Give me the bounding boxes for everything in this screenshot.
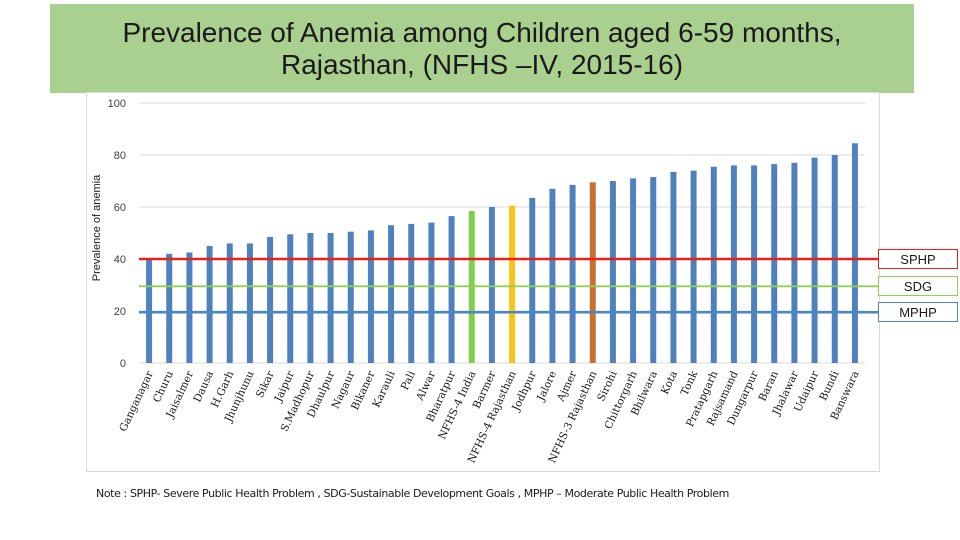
footnote: Note : SPHP- Severe Public Health Proble… [96,487,729,500]
bar [569,184,576,363]
chart-title-line1: Prevalence of Anemia among Children aged… [122,17,842,48]
bar [710,166,717,363]
y-tick-label: 80 [114,150,126,162]
x-tick-label: Pali [399,369,418,392]
chart-title: Prevalence of Anemia among Children aged… [50,17,914,81]
bar [589,182,596,363]
bar [529,197,536,363]
reference-label-box: MPHP [878,302,958,323]
bar [146,259,153,363]
bar [307,233,314,363]
bar [388,225,395,363]
bar [650,177,657,363]
bar [347,231,354,363]
y-tick-label: 40 [114,254,126,266]
bar [690,170,697,363]
bar [509,205,516,363]
x-tick-label: Kota [659,369,680,396]
y-axis-label: Prevalence of anemia [91,174,103,281]
bar [267,236,274,363]
bar [549,188,556,363]
bar [246,243,253,363]
bar [670,171,677,363]
y-tick-label: 20 [114,306,126,318]
bar [851,143,858,363]
x-tick-label: Tonk [679,369,701,398]
bar [448,216,455,363]
bar [408,223,415,363]
bar [206,246,213,363]
bar [287,234,294,363]
bar [630,178,637,363]
bar [771,164,778,363]
title-banner: Prevalence of Anemia among Children aged… [50,4,914,93]
reference-label-box: SPHP [878,249,958,269]
bar [166,253,173,363]
y-tick-label: 100 [108,98,126,110]
bar [186,252,193,363]
bar [428,222,435,363]
bar [811,157,818,363]
bar [367,230,374,363]
y-tick-label: 0 [120,358,126,370]
bar [751,165,758,363]
bar [791,162,798,363]
bar [226,243,233,363]
chart-title-line2: Rajasthan, (NFHS –IV, 2015-16) [280,49,684,80]
bar [488,207,495,363]
bar [730,165,737,363]
reference-label-box: SDG [878,276,958,297]
bar [327,233,334,363]
y-tick-label: 60 [114,202,126,214]
bar [609,181,616,363]
x-tick-label: Ganganagar [117,368,156,433]
